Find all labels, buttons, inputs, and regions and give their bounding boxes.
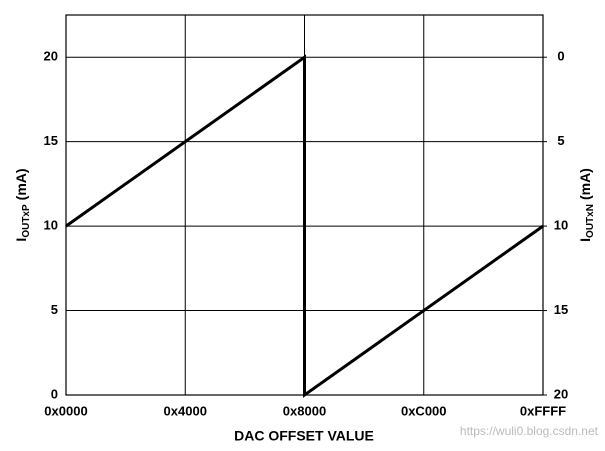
x-tick-label: 0xC000 bbox=[401, 403, 447, 418]
label-main: I bbox=[577, 238, 593, 242]
y2-tick-label: 20 bbox=[554, 386, 568, 401]
x-axis-title: DAC OFFSET VALUE bbox=[234, 428, 374, 444]
y-tick-label: 0 bbox=[51, 386, 58, 401]
watermark: https://wuli0.blog.csdn.net bbox=[460, 424, 599, 438]
y-tick-label: 15 bbox=[44, 133, 58, 148]
y2-axis-title: IOUTxN (mA) bbox=[577, 168, 596, 242]
label-unit: (mA) bbox=[13, 168, 29, 200]
x-tick-label: 0xFFFF bbox=[520, 403, 566, 418]
label-sub: OUTxN bbox=[585, 204, 596, 238]
label-unit: (mA) bbox=[577, 168, 593, 200]
y-axis-title: IOUTxP (mA) bbox=[13, 168, 32, 241]
label-sub: OUTxP bbox=[21, 204, 32, 238]
y-tick-label: 5 bbox=[51, 302, 58, 317]
x-tick-label: 0x0000 bbox=[44, 403, 87, 418]
y2-tick-label: 15 bbox=[554, 302, 568, 317]
x-tick-label: 0x4000 bbox=[164, 403, 207, 418]
x-tick-label: 0x8000 bbox=[283, 403, 326, 418]
y-tick-label: 20 bbox=[44, 49, 58, 64]
data-line bbox=[65, 54, 544, 398]
y2-tick-label: 0 bbox=[557, 49, 564, 64]
label-main: I bbox=[13, 238, 29, 242]
y2-tick-label: 10 bbox=[554, 218, 568, 233]
y-tick-label: 10 bbox=[44, 218, 58, 233]
y2-tick-label: 5 bbox=[557, 133, 564, 148]
